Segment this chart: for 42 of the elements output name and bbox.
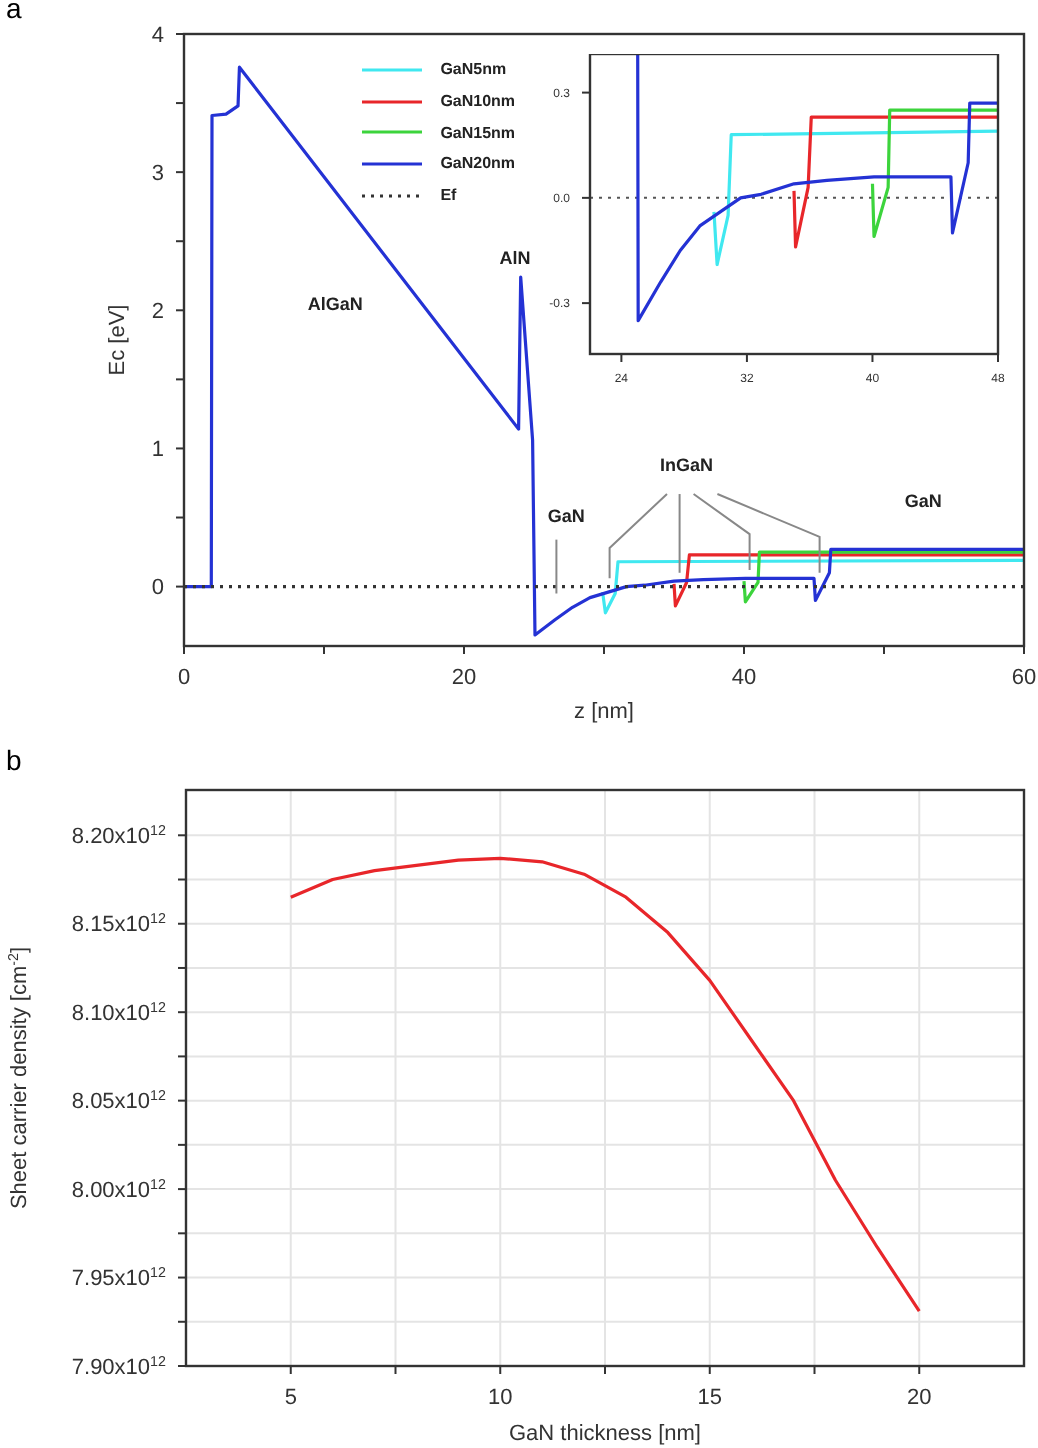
y-tick-label: 7.90x10$^{12}$ [71, 1353, 167, 1380]
y-tick-label: 3 [151, 161, 164, 186]
annotation: AlN [499, 248, 531, 269]
y-tick-label: 8.15x10$^{12}$ [71, 911, 167, 938]
y-tick-label: 7.95x10$^{12}$ [71, 1265, 167, 1292]
y-tick-label: 1 [151, 438, 164, 463]
y-tick-label: 2 [151, 300, 164, 324]
line-series [870, 108, 998, 239]
annotation: AlGaN [307, 293, 363, 314]
x-tick-label: 40 [731, 666, 757, 690]
y-tick-label: 8.10x10$^{12}$ [71, 999, 167, 1026]
x-tick-label: 60 [1011, 666, 1037, 690]
x-tick-label: 5 [284, 1386, 297, 1410]
line-series [742, 550, 1024, 604]
chart-title: b [6, 744, 22, 776]
annotation: InGaN [660, 455, 714, 476]
line-series [601, 558, 1024, 615]
y-tick-label: 8.05x10$^{12}$ [71, 1088, 167, 1115]
y-axis-title: Ec [eV] [106, 304, 130, 376]
legend-label: GaN10nm [440, 92, 516, 111]
line-series [792, 115, 998, 249]
x-tick-label: 15 [697, 1386, 722, 1410]
legend-label: Ef [440, 186, 457, 205]
line-series [672, 553, 1024, 608]
line-series [712, 129, 998, 267]
chart-title: a [6, 0, 22, 24]
y-tick-label: 0 [151, 576, 164, 601]
y-tick-label: 4 [151, 23, 164, 48]
legend-label: GaN5nm [440, 60, 507, 79]
y-tick-label: 8.00x10$^{12}$ [71, 1176, 167, 1203]
x-tick-label: 10 [488, 1386, 513, 1410]
annotation: GaN [904, 491, 942, 512]
annotation: GaN [547, 506, 585, 527]
y-tick-label: 8.20x10$^{12}$ [71, 822, 167, 849]
x-tick-label: 0 [177, 666, 191, 690]
x-tick-label: 20 [907, 1386, 932, 1410]
legend-label: GaN15nm [440, 123, 516, 142]
x-tick-label: 20 [451, 666, 477, 690]
x-axis-title: z [nm] [574, 700, 634, 724]
legend-label: GaN20nm [440, 154, 516, 173]
line-series [636, 54, 998, 323]
x-axis-title: GaN thickness [nm] [509, 1422, 701, 1446]
